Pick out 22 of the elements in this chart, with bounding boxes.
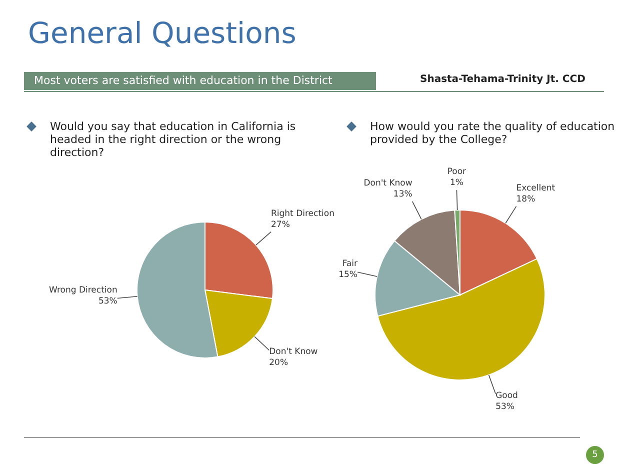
slice-label: Don't Know [364, 178, 412, 188]
text: 5 [586, 446, 604, 464]
data-label: 53% [98, 296, 118, 306]
slice-label: Poor [447, 167, 467, 178]
data-label: 15% [338, 270, 358, 280]
slice-label: Wrong Direction [48, 285, 118, 296]
data-label: 18% [516, 194, 536, 204]
chart-title: Would you say that education in California is headed in the right direction or the wrong direction? [50, 120, 296, 159]
text: Shasta-Tehama-Trinity Jt. CCD [420, 74, 586, 85]
text: Most voters are satisfied with education in the District [24, 72, 376, 90]
chart-title: How would you rate the quality of education provided by the College? [370, 120, 615, 146]
data-label: 53% [496, 402, 514, 412]
slice-label: Don't Know [269, 347, 318, 358]
slice-label: Excellent [516, 183, 556, 194]
data-label: 27% [271, 220, 290, 230]
text: General Questions [28, 16, 296, 50]
slice-label: Right Direction [271, 208, 334, 219]
slice-label: Good [496, 390, 518, 401]
data-label: 13% [393, 189, 412, 200]
slice-label: Fair [342, 259, 358, 270]
data-label: 1% [450, 178, 464, 188]
data-label: 20% [269, 358, 288, 368]
